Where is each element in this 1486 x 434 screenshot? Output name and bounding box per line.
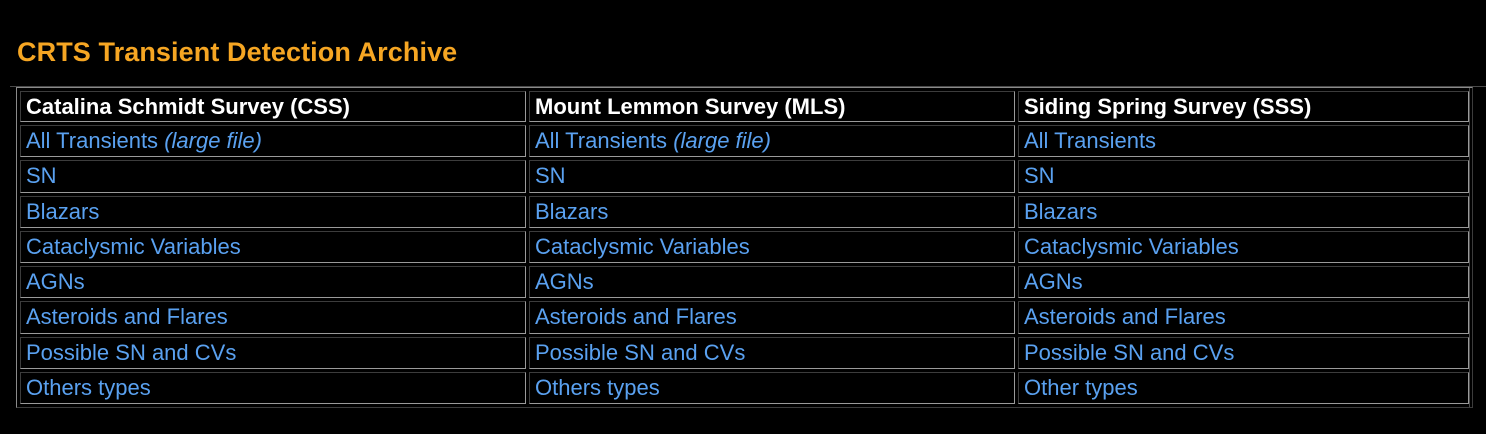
table-cell: Blazars bbox=[1018, 195, 1469, 228]
sss-cataclysmic-variables-link[interactable]: Cataclysmic Variables bbox=[1024, 234, 1239, 259]
link-label: SN bbox=[535, 163, 566, 189]
mls-blazars-link[interactable]: Blazars bbox=[535, 199, 608, 224]
link-label: Asteroids and Flares bbox=[26, 304, 228, 330]
css-asteroids-and-flares-link[interactable]: Asteroids and Flares bbox=[26, 304, 228, 329]
link-label: SN bbox=[1024, 163, 1055, 189]
css-agns-link[interactable]: AGNs bbox=[26, 269, 85, 294]
link-label: AGNs bbox=[535, 269, 594, 295]
table-row: Possible SN and CVs Possible SN and CVs Po… bbox=[20, 336, 1469, 369]
mls-others-types-link[interactable]: Others types bbox=[535, 375, 660, 400]
table-cell: All Transients (large file) bbox=[529, 125, 1015, 158]
mls-asteroids-and-flares-link[interactable]: Asteroids and Flares bbox=[535, 304, 737, 329]
column-header-mls: Mount Lemmon Survey (MLS) bbox=[529, 91, 1015, 122]
table-cell: All Transients bbox=[1018, 125, 1469, 158]
link-label: Cataclysmic Variables bbox=[26, 233, 241, 259]
table-cell: Blazars bbox=[20, 195, 526, 228]
table-row: AGNs AGNs AGNs bbox=[20, 266, 1469, 299]
link-label: Possible SN and CVs bbox=[535, 339, 746, 365]
css-sn-link[interactable]: SN bbox=[26, 163, 57, 188]
table-cell: Possible SN and CVs bbox=[1018, 336, 1469, 369]
table-row: All Transients (large file) All Transient… bbox=[20, 125, 1469, 158]
link-label: Others types bbox=[26, 374, 151, 400]
link-label: SN bbox=[26, 163, 57, 189]
css-all-transients-link[interactable]: All Transients (large file) bbox=[26, 128, 262, 153]
link-label: Cataclysmic Variables bbox=[535, 233, 750, 259]
table-row: SN SN SN bbox=[20, 160, 1469, 193]
table-cell: Asteroids and Flares bbox=[529, 301, 1015, 334]
table-cell: Other types bbox=[1018, 371, 1469, 404]
link-label: Cataclysmic Variables bbox=[1024, 233, 1239, 259]
table-cell: Blazars bbox=[529, 195, 1015, 228]
link-label: Other types bbox=[1024, 374, 1138, 400]
table-header-row: Catalina Schmidt Survey (CSS) Mount Lemm… bbox=[20, 91, 1469, 122]
table-cell: Asteroids and Flares bbox=[1018, 301, 1469, 334]
sss-possible-sn-and-cvs-link[interactable]: Possible SN and CVs bbox=[1024, 340, 1234, 365]
table-cell: Possible SN and CVs bbox=[20, 336, 526, 369]
link-label: All Transients bbox=[535, 128, 668, 154]
link-label: Others types bbox=[535, 374, 660, 400]
page-title: CRTS Transient Detection Archive bbox=[17, 37, 458, 67]
table-row: Cataclysmic Variables Cataclysmic Variabl… bbox=[20, 230, 1469, 263]
link-label: Asteroids and Flares bbox=[1024, 304, 1226, 330]
table-row: Asteroids and Flares Asteroids and Flares… bbox=[20, 301, 1469, 334]
sss-agns-link[interactable]: AGNs bbox=[1024, 269, 1083, 294]
sss-blazars-link[interactable]: Blazars bbox=[1024, 199, 1097, 224]
link-label: AGNs bbox=[26, 269, 85, 295]
mls-agns-link[interactable]: AGNs bbox=[535, 269, 594, 294]
survey-archive-table: Catalina Schmidt Survey (CSS) Mount Lemm… bbox=[16, 87, 1473, 408]
link-note: (large file) bbox=[164, 128, 262, 154]
mls-sn-link[interactable]: SN bbox=[535, 163, 566, 188]
table-cell: Others types bbox=[529, 371, 1015, 404]
horizontal-rule bbox=[10, 86, 1486, 87]
column-header-css: Catalina Schmidt Survey (CSS) bbox=[20, 91, 526, 122]
sss-all-transients-link[interactable]: All Transients bbox=[1024, 128, 1156, 153]
table-cell: Cataclysmic Variables bbox=[529, 230, 1015, 263]
sss-sn-link[interactable]: SN bbox=[1024, 163, 1055, 188]
table-cell: Others types bbox=[20, 371, 526, 404]
table-cell: SN bbox=[20, 160, 526, 193]
link-label: Blazars bbox=[26, 198, 100, 224]
link-note: (large file) bbox=[673, 128, 771, 154]
link-label: Possible SN and CVs bbox=[26, 339, 237, 365]
link-label: Blazars bbox=[535, 198, 609, 224]
table-body: All Transients (large file) All Transient… bbox=[20, 125, 1469, 404]
column-header-sss: Siding Spring Survey (SSS) bbox=[1018, 91, 1469, 122]
css-others-types-link[interactable]: Others types bbox=[26, 375, 151, 400]
table-cell: AGNs bbox=[529, 266, 1015, 299]
link-label: All Transients bbox=[26, 128, 159, 154]
table-cell: Cataclysmic Variables bbox=[20, 230, 526, 263]
css-cataclysmic-variables-link[interactable]: Cataclysmic Variables bbox=[26, 234, 241, 259]
sss-asteroids-and-flares-link[interactable]: Asteroids and Flares bbox=[1024, 304, 1226, 329]
table-cell: Asteroids and Flares bbox=[20, 301, 526, 334]
link-label: Blazars bbox=[1024, 198, 1098, 224]
table-row: Blazars Blazars Blazars bbox=[20, 195, 1469, 228]
table-cell: AGNs bbox=[1018, 266, 1469, 299]
table-cell: All Transients (large file) bbox=[20, 125, 526, 158]
table-cell: SN bbox=[1018, 160, 1469, 193]
table-cell: Possible SN and CVs bbox=[529, 336, 1015, 369]
link-label: Asteroids and Flares bbox=[535, 304, 737, 330]
table-cell: Cataclysmic Variables bbox=[1018, 230, 1469, 263]
vertical-rule bbox=[1469, 86, 1470, 408]
table-cell: SN bbox=[529, 160, 1015, 193]
css-possible-sn-and-cvs-link[interactable]: Possible SN and CVs bbox=[26, 340, 236, 365]
link-label: Possible SN and CVs bbox=[1024, 339, 1235, 365]
sss-other-types-link[interactable]: Other types bbox=[1024, 375, 1138, 400]
mls-possible-sn-and-cvs-link[interactable]: Possible SN and CVs bbox=[535, 340, 745, 365]
mls-cataclysmic-variables-link[interactable]: Cataclysmic Variables bbox=[535, 234, 750, 259]
table-row: Others types Others types Other types bbox=[20, 371, 1469, 404]
link-label: All Transients bbox=[1024, 128, 1157, 154]
table-cell: AGNs bbox=[20, 266, 526, 299]
css-blazars-link[interactable]: Blazars bbox=[26, 199, 99, 224]
mls-all-transients-link[interactable]: All Transients (large file) bbox=[535, 128, 771, 153]
link-label: AGNs bbox=[1024, 269, 1083, 295]
